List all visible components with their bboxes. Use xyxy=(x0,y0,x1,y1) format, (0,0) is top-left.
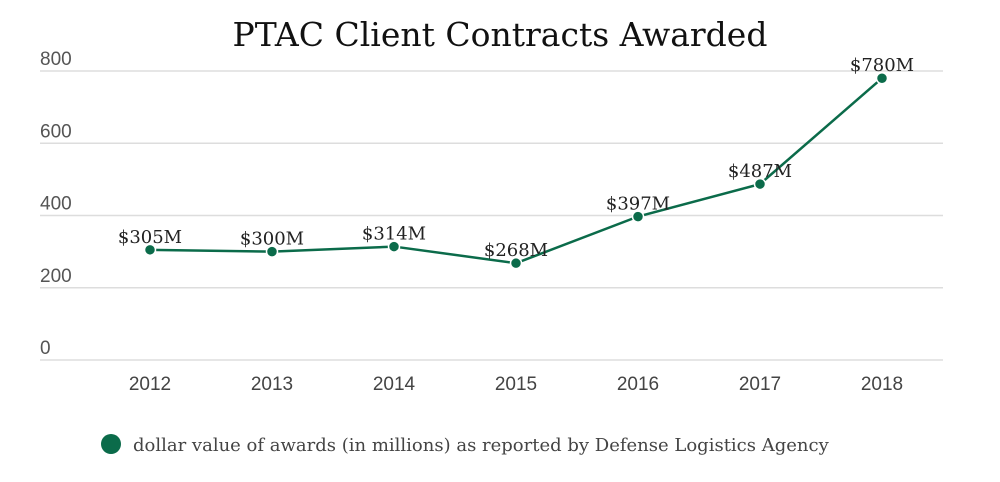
data-point xyxy=(143,243,157,257)
gridlines xyxy=(40,70,943,361)
x-tick-label: 2015 xyxy=(495,374,537,395)
data-label: $305M xyxy=(118,227,182,248)
legend: dollar value of awards (in millions) as … xyxy=(101,434,830,456)
legend-marker-icon xyxy=(101,434,121,454)
y-tick-label: 600 xyxy=(40,121,72,142)
data-labels: $305M $300M $314M $268M $397M $487M $780M xyxy=(118,55,914,261)
x-tick-label: 2013 xyxy=(251,374,293,395)
legend-entry-label: dollar value of awards (in millions) as … xyxy=(133,435,830,456)
data-point xyxy=(631,210,645,223)
data-point xyxy=(509,256,523,270)
data-label: $314M xyxy=(362,224,426,245)
data-point xyxy=(875,71,889,85)
data-point xyxy=(753,177,767,191)
y-tick-label: 200 xyxy=(40,266,72,287)
chart-title: PTAC Client Contracts Awarded xyxy=(233,15,768,54)
x-axis-ticks: 2012 2013 2014 2015 2016 2017 2018 xyxy=(129,374,903,395)
x-tick-label: 2012 xyxy=(129,374,171,395)
y-tick-label: 0 xyxy=(40,338,51,359)
data-label: $780M xyxy=(850,55,914,76)
x-tick-label: 2014 xyxy=(373,374,416,395)
x-tick-label: 2016 xyxy=(617,374,659,395)
y-axis-ticks: 0 200 400 600 800 xyxy=(40,49,72,359)
y-tick-label: 800 xyxy=(40,49,72,70)
data-label: $397M xyxy=(606,194,670,215)
data-point xyxy=(265,245,279,258)
data-label: $487M xyxy=(728,161,792,182)
data-point xyxy=(387,240,401,253)
y-tick-label: 400 xyxy=(40,194,72,215)
x-tick-label: 2017 xyxy=(739,374,781,395)
data-points xyxy=(143,71,889,270)
x-tick-label: 2018 xyxy=(861,374,903,395)
data-label: $268M xyxy=(484,240,548,261)
data-label: $300M xyxy=(240,229,304,250)
